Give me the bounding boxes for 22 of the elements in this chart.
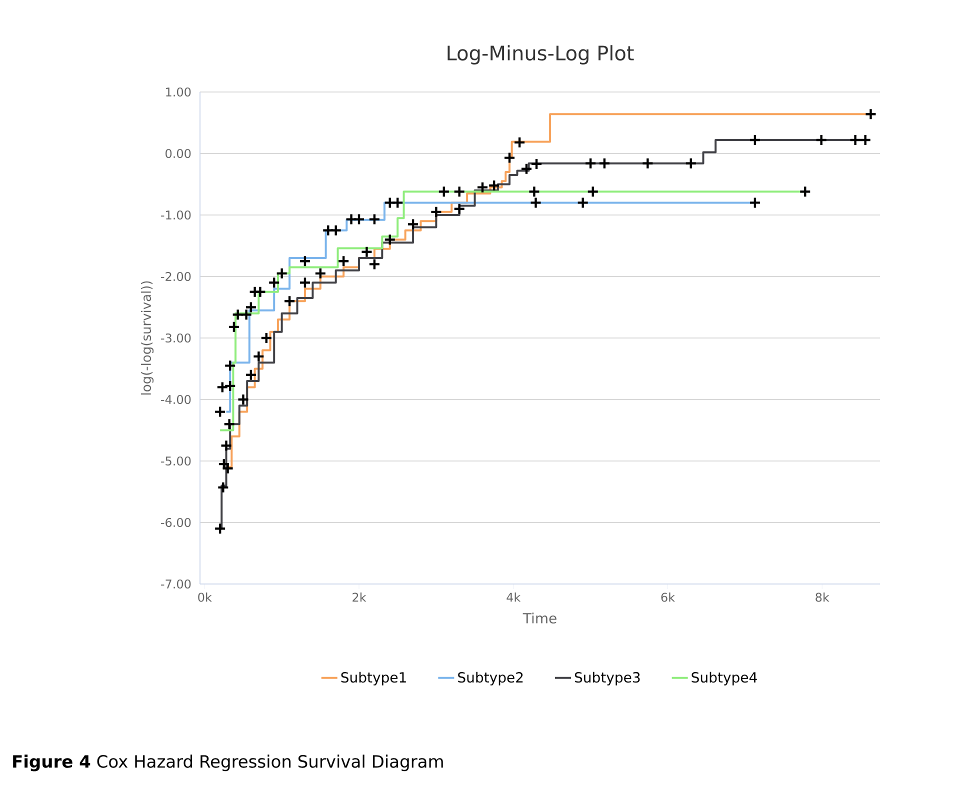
y-tick-label: 0.00 [166,148,191,158]
y-tick-label: -5.00 [161,456,191,466]
y-tick-label: -2.00 [161,272,191,282]
y-tick-label: -3.00 [161,333,191,343]
y-axis-title: log(-log(survival)) [140,281,154,395]
x-tick-label: 0k [198,592,212,602]
legend-label: Subtype2 [458,672,523,686]
legend-label: Subtype4 [692,672,757,686]
x-tick-label: 4k [506,592,521,602]
y-tick-label: 1.00 [166,87,191,97]
x-tick-label: 8k [816,592,830,602]
x-tick-label: 6k [661,592,675,602]
y-tick-label: -6.00 [161,518,191,528]
text: Figure 4 Cox Hazard Regression Survival Diagram [13,754,443,772]
chart-title: Log-Minus-Log Plot [448,45,634,64]
legend-label: Subtype1 [341,672,406,686]
x-tick-label: 2k [352,592,366,602]
x-axis-title: Time [522,612,556,624]
y-tick-label: -1.00 [161,210,191,220]
y-tick-label: -7.00 [161,579,191,589]
legend-label: Subtype3 [574,672,640,686]
y-tick-label: -4.00 [161,394,191,404]
